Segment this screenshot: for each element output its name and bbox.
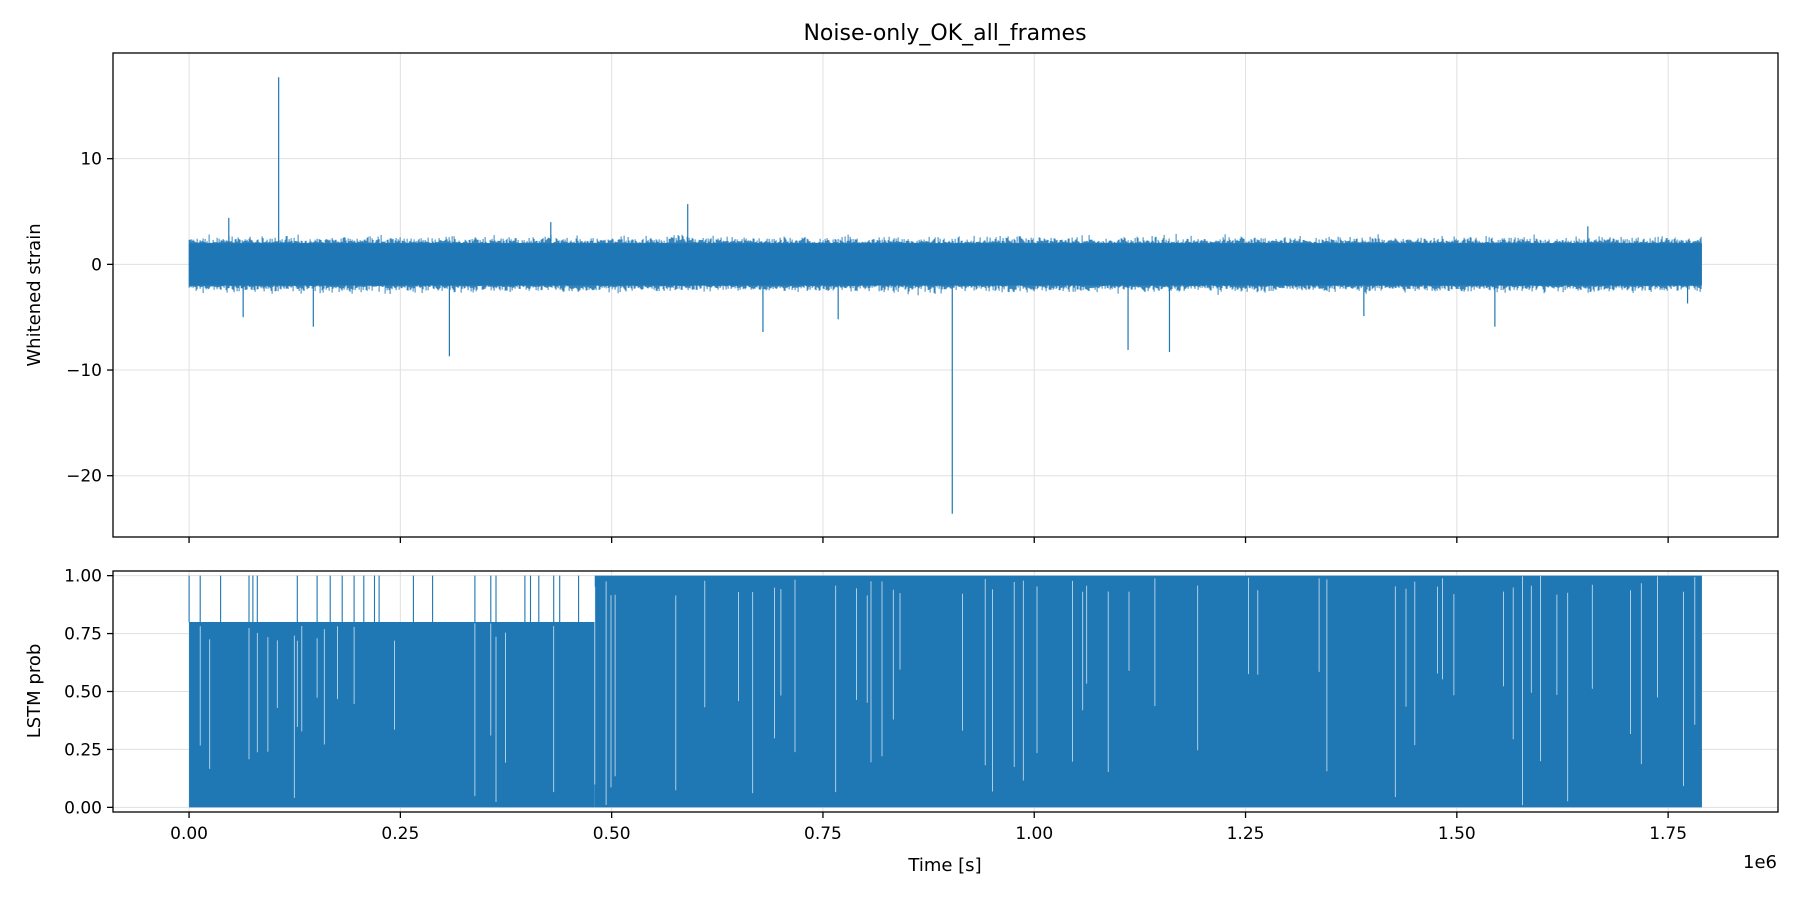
lstm-panel: 0.00 0.25 0.50 0.75 1.00 1.25 1.50 1.75 1.00 0.7… <box>24 567 1779 876</box>
strain-y-tick-label: 0 <box>91 255 102 275</box>
lstm-x-tick-label: 1.50 <box>1438 824 1476 844</box>
strain-y-ticks: 10 0 −10 −20 <box>66 150 113 487</box>
chart-title: Noise-only_OK_all_frames <box>803 21 1086 46</box>
lstm-gaps <box>199 623 555 802</box>
strain-axes-frame <box>112 52 1779 538</box>
lstm-y-tick-label: 0.00 <box>64 798 102 818</box>
x-axis-offset-label: 1e6 <box>1743 852 1777 873</box>
strain-x-ticks <box>188 537 1669 543</box>
lstm-x-tick-label: 0.25 <box>381 824 419 844</box>
lstm-y-ticks: 1.00 0.75 0.50 0.25 0.00 <box>64 567 113 818</box>
lstm-y-axis-label: LSTM prob <box>24 644 45 739</box>
lstm-x-tick-label: 1.75 <box>1649 824 1687 844</box>
strain-y-axis-label: Whitened strain <box>24 223 45 366</box>
lstm-y-tick-label: 0.75 <box>64 625 102 645</box>
lstm-x-ticks: 0.00 0.25 0.50 0.75 1.00 1.25 1.50 1.75 <box>170 812 1687 844</box>
lstm-x-tick-label: 0.50 <box>593 824 631 844</box>
lstm-probability-band <box>189 621 595 808</box>
x-axis-label: Time [s] <box>907 855 981 876</box>
lstm-probability-band <box>594 575 1702 808</box>
strain-trace <box>188 77 1702 514</box>
strain-y-tick-label: −20 <box>66 467 102 487</box>
lstm-y-tick-label: 0.25 <box>64 740 102 760</box>
lstm-x-tick-label: 0.00 <box>170 824 208 844</box>
lstm-gaps <box>594 576 1696 806</box>
strain-noise-fringe <box>188 233 1702 296</box>
strain-y-tick-label: 10 <box>80 150 102 170</box>
lstm-spikes <box>188 575 580 622</box>
lstm-x-tick-label: 1.25 <box>1227 824 1265 844</box>
strain-y-tick-label: −10 <box>66 361 102 381</box>
lstm-y-tick-label: 0.50 <box>64 683 102 703</box>
lstm-trace <box>188 575 1702 808</box>
lstm-x-tick-label: 1.00 <box>1015 824 1053 844</box>
strain-grid <box>113 53 1778 537</box>
lstm-x-tick-label: 0.75 <box>804 824 842 844</box>
strain-panel: Noise-only_OK_all_frames 10 0 −10 −20 White… <box>24 21 1779 543</box>
lstm-y-tick-label: 1.00 <box>64 567 102 587</box>
